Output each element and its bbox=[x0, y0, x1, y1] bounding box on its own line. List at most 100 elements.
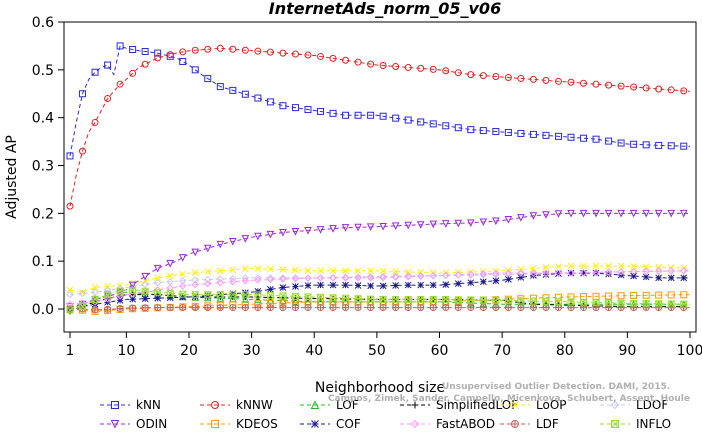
marker-square bbox=[129, 46, 137, 54]
marker-box-x bbox=[154, 288, 162, 296]
marker-box-x bbox=[392, 295, 400, 303]
marker-circle bbox=[354, 58, 362, 66]
marker-diamond bbox=[204, 275, 212, 284]
legend-item-lof: LOF bbox=[300, 398, 359, 412]
marker-circle bbox=[454, 69, 462, 77]
marker-box-x-cross bbox=[611, 420, 619, 428]
marker-square bbox=[580, 134, 588, 142]
marker-square bbox=[567, 133, 575, 141]
marker-x bbox=[254, 265, 262, 272]
series-inflo bbox=[66, 286, 691, 314]
marker-x bbox=[517, 265, 525, 273]
marker-triangle-down bbox=[441, 220, 450, 228]
marker-circle bbox=[630, 83, 638, 91]
marker-circle-plus-cross bbox=[229, 304, 236, 311]
legend-label: KDEOS bbox=[236, 417, 278, 431]
marker-box-x bbox=[129, 286, 137, 294]
marker-square bbox=[605, 292, 613, 300]
marker-square bbox=[467, 126, 475, 134]
x-tick-label: 100 bbox=[677, 343, 702, 359]
series-line bbox=[69, 47, 691, 207]
marker-diamond bbox=[654, 267, 663, 275]
legend-label: SimplifiedLOF bbox=[436, 398, 518, 412]
marker-asterisk bbox=[417, 281, 425, 289]
marker-box-x bbox=[529, 297, 537, 305]
marker-box-x bbox=[517, 297, 525, 305]
marker-circle bbox=[429, 65, 437, 73]
marker-square bbox=[304, 106, 312, 114]
marker-diamond bbox=[166, 284, 174, 292]
marker-circle bbox=[417, 64, 425, 72]
marker-asterisk bbox=[166, 294, 174, 302]
marker-circle bbox=[129, 69, 137, 77]
marker-asterisk bbox=[667, 274, 675, 282]
marker-diamond bbox=[442, 271, 450, 279]
x-tick-label: 40 bbox=[305, 343, 323, 359]
legend-label: LOF bbox=[336, 398, 359, 412]
marker-box-x bbox=[291, 292, 299, 300]
x-tick-label: 50 bbox=[368, 343, 386, 359]
marker-diamond bbox=[617, 268, 625, 276]
legend-label: INFLO bbox=[636, 417, 671, 431]
legend-item-odin: ODIN bbox=[100, 417, 167, 431]
marker-triangle-down bbox=[517, 214, 525, 222]
marker-diamond bbox=[216, 278, 225, 287]
marker-box-x bbox=[680, 300, 688, 308]
marker-triangle-down bbox=[391, 222, 400, 230]
marker-triangle-down bbox=[304, 227, 312, 235]
legend-item-fastabod: FastABOD bbox=[400, 417, 495, 431]
marker-circle bbox=[241, 46, 249, 54]
legend-label: LDF bbox=[536, 417, 559, 431]
marker-box-x bbox=[241, 291, 249, 299]
marker-triangle-down bbox=[529, 212, 538, 220]
marker-box-x bbox=[379, 295, 387, 303]
marker-asterisk bbox=[542, 271, 550, 278]
series-line bbox=[69, 212, 690, 308]
marker-square bbox=[329, 109, 337, 117]
marker-diamond bbox=[391, 273, 400, 281]
series-knnw bbox=[66, 44, 691, 210]
marker-diamond bbox=[517, 269, 525, 277]
marker-circle-plus-cross bbox=[154, 304, 161, 311]
marker-triangle-down bbox=[654, 209, 663, 218]
marker-asterisk bbox=[311, 420, 319, 428]
marker-circle bbox=[404, 63, 412, 71]
marker-circle-plus-cross bbox=[467, 304, 474, 311]
legend-item-cof: COF bbox=[300, 417, 361, 431]
marker-circle bbox=[567, 78, 575, 86]
marker-box-x-cross bbox=[630, 300, 637, 307]
marker-diamond bbox=[341, 273, 350, 281]
marker-square bbox=[442, 122, 450, 130]
marker-x bbox=[605, 262, 612, 270]
marker-square bbox=[266, 98, 274, 106]
marker-square bbox=[680, 142, 688, 150]
marker-square bbox=[354, 111, 362, 119]
marker-asterisk bbox=[505, 275, 512, 283]
marker-asterisk bbox=[392, 282, 400, 289]
marker-circle-plus-cross bbox=[217, 304, 224, 311]
marker-square bbox=[404, 116, 412, 124]
marker-triangle-down bbox=[542, 211, 550, 219]
marker-triangle-down bbox=[141, 272, 149, 281]
marker-triangle-down bbox=[229, 238, 237, 246]
marker-diamond bbox=[404, 273, 412, 281]
marker-circle bbox=[179, 48, 187, 56]
marker-x bbox=[229, 266, 237, 274]
series-knn bbox=[66, 42, 691, 160]
marker-box-x-cross bbox=[667, 300, 675, 308]
marker-x bbox=[179, 270, 187, 278]
marker-box-x bbox=[617, 299, 625, 307]
marker-triangle-down bbox=[153, 264, 162, 273]
marker-triangle-down bbox=[241, 235, 250, 243]
marker-diamond bbox=[78, 289, 87, 298]
marker-triangle-down bbox=[128, 281, 137, 290]
marker-diamond bbox=[629, 267, 638, 276]
marker-diamond bbox=[254, 276, 262, 284]
marker-square bbox=[379, 112, 387, 120]
marker-triangle bbox=[279, 296, 287, 305]
marker-square bbox=[429, 120, 437, 128]
marker-box-x-cross bbox=[292, 292, 299, 300]
marker-circle-plus-cross bbox=[555, 304, 562, 311]
marker-diamond bbox=[410, 419, 420, 429]
marker-triangle-down bbox=[329, 225, 337, 233]
